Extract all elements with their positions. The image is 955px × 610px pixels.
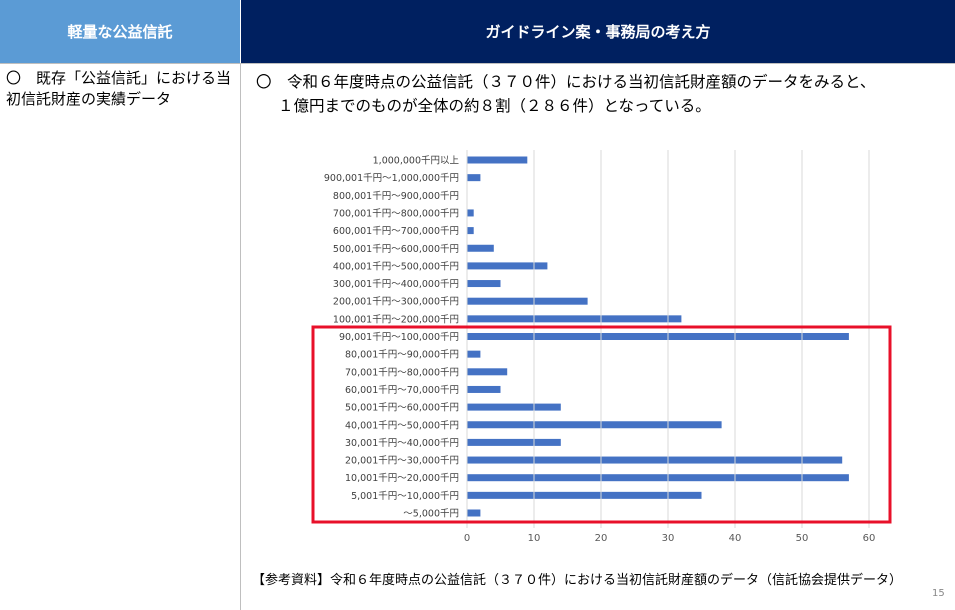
y-tick-label: 500,001千円～600,000千円 [333, 244, 459, 255]
text-line: １億円までのものが全体の約８割（２８６件）となっている。 [278, 97, 711, 115]
page-number: 15 [932, 588, 945, 599]
highlight-box [311, 325, 892, 524]
bar [467, 509, 481, 517]
header-right: ガイドライン案・事務局の考え方 [241, 0, 955, 63]
bar [467, 227, 474, 235]
bar [467, 421, 722, 429]
x-tick-label: 60 [863, 533, 876, 544]
y-tick-label: 10,001千円～20,000千円 [345, 473, 459, 484]
bar [467, 174, 481, 182]
bar [467, 315, 682, 323]
x-tick-label: 0 [464, 533, 470, 544]
y-tick-label: 50,001千円～60,000千円 [345, 403, 459, 414]
divider [0, 63, 955, 64]
bar [467, 156, 528, 164]
footer-note: 【参考資料】令和６年度時点の公益信託（３７０件）における当初信託財産額のデータ（… [252, 573, 903, 588]
y-tick-label: 20,001千円～30,000千円 [345, 456, 459, 467]
x-tick-label: 10 [528, 533, 541, 544]
bar [467, 244, 494, 252]
text-line: 〇 令和６年度時点の公益信託（３７０件）における当初信託財産額のデータをみると、 [256, 73, 876, 91]
divider [240, 63, 241, 610]
y-tick-label: 200,001千円～300,000千円 [333, 297, 459, 308]
intro-text: 〇 令和６年度時点の公益信託（３７０件）における当初信託財産額のデータをみると、… [256, 70, 875, 118]
bar [467, 385, 501, 393]
y-tick-label: 90,001千円～100,000千円 [339, 332, 459, 343]
y-tick-label: 300,001千円～400,000千円 [333, 279, 459, 290]
bar [467, 209, 474, 217]
y-tick-label: 400,001千円～500,000千円 [333, 261, 459, 272]
bar [467, 333, 849, 340]
bar [467, 280, 501, 288]
y-tick-label: 600,001千円～700,000千円 [333, 226, 459, 237]
header-left: 軽量な公益信託 [0, 0, 240, 63]
y-tick-label: 70,001千円～80,000千円 [345, 367, 459, 378]
bar [467, 491, 702, 499]
left-cell: 〇 既存「公益信託」における当初信託財産の実績データ [6, 69, 232, 108]
y-tick-label: 800,001千円～900,000千円 [333, 191, 459, 202]
y-tick-label: 100,001千円～200,000千円 [333, 314, 459, 325]
y-tick-label: 900,001千円～1,000,000千円 [324, 173, 459, 184]
y-tick-label: 40,001千円～50,000千円 [345, 420, 459, 431]
bar [467, 262, 548, 270]
bar [467, 474, 849, 482]
x-tick-label: 30 [662, 533, 675, 544]
bar [467, 456, 843, 464]
bar [467, 297, 588, 305]
x-tick-label: 50 [796, 533, 809, 544]
bar [467, 350, 481, 358]
y-tick-label: 30,001千円～40,000千円 [345, 438, 459, 449]
y-tick-label: 80,001千円～90,000千円 [345, 350, 459, 361]
x-tick-label: 20 [595, 533, 608, 544]
bar [467, 403, 561, 411]
bar [467, 368, 508, 376]
y-tick-label: ～5,000千円 [403, 509, 459, 520]
x-tick-label: 40 [729, 533, 742, 544]
y-tick-label: 60,001千円～70,000千円 [345, 385, 459, 396]
bar [467, 438, 561, 446]
y-tick-label: 1,000,000千円以上 [373, 156, 460, 167]
y-tick-label: 5,001千円～10,000千円 [351, 491, 459, 502]
y-tick-label: 700,001千円～800,000千円 [333, 208, 459, 219]
